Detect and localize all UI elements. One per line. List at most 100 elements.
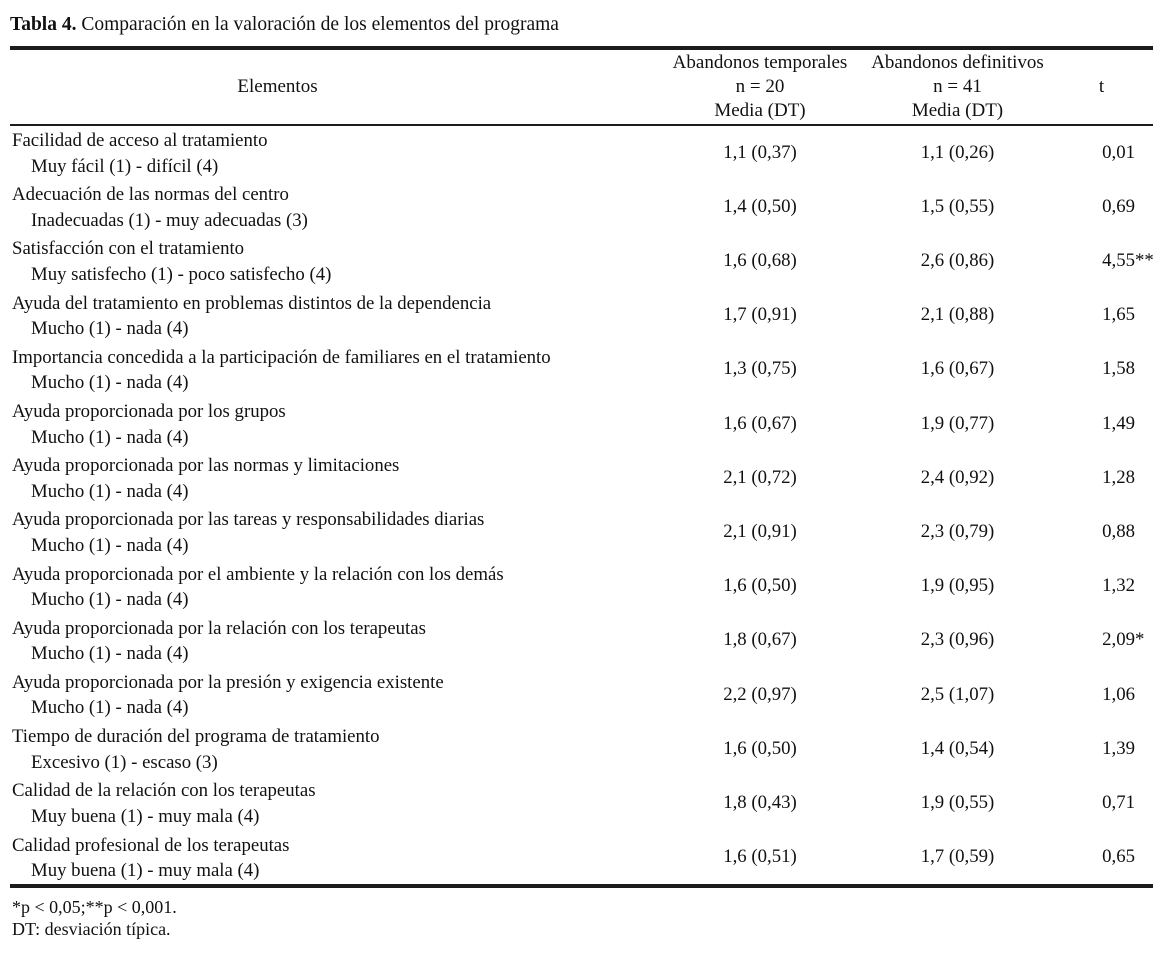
temporales-value: 1,1 (0,37): [723, 141, 797, 163]
element-name: Ayuda proporcionada por las normas y lim…: [12, 455, 400, 477]
element-name: Ayuda proporcionada por las tareas y res…: [12, 509, 485, 531]
element-label-cell: Ayuda proporcionada por las normas y lim…: [10, 451, 655, 505]
element-label-cell: Ayuda proporcionada por el ambiente y la…: [10, 559, 655, 613]
header-rule: [10, 124, 1153, 126]
definitivos-value: 2,4 (0,92): [920, 466, 995, 488]
table-row: Tiempo de duración del programa de trata…: [10, 722, 1153, 776]
t-significance-stars: *: [1135, 629, 1145, 651]
table-body: Facilidad de acceso al tratamiento Muy f…: [10, 126, 1154, 885]
t-value-cell: 1,58: [1050, 342, 1153, 396]
temporales-value: 1,6 (0,67): [723, 412, 797, 434]
element-name: Ayuda del tratamiento en problemas disti…: [12, 292, 492, 314]
element-scale: Muy satisfecho (1) - poco satisfecho (4): [31, 263, 332, 285]
t-value: 0,71: [1102, 791, 1135, 813]
table-row: Ayuda proporcionada por las tareas y res…: [10, 505, 1153, 559]
element-name: Ayuda proporcionada por los grupos: [12, 401, 286, 423]
element-name: Facilidad de acceso al tratamiento: [12, 130, 268, 152]
table-row: Importancia concedida a la participación…: [10, 342, 1153, 396]
definitivos-value: 1,4 (0,54): [920, 737, 995, 759]
t-value-cell: 1,65: [1050, 288, 1153, 342]
element-name: Calidad de la relación con los terapeuta…: [12, 780, 316, 802]
element-scale: Mucho (1) - nada (4): [31, 372, 189, 394]
temporales-value: 1,7 (0,91): [723, 304, 797, 326]
t-value: 1,65: [1102, 304, 1135, 326]
element-scale: Inadecuadas (1) - muy adecuadas (3): [31, 209, 308, 231]
footnote-significance: *p < 0,05;**p < 0,001.: [12, 897, 177, 918]
header-temporales-n: n = 20: [735, 76, 785, 97]
t-value-cell: 4,55 **: [1050, 234, 1154, 288]
header-elementos: Elementos: [237, 76, 318, 97]
header-definitivos-media: Media (DT): [911, 100, 1004, 121]
definitivos-value: 1,9 (0,77): [920, 412, 995, 434]
t-value: 1,32: [1102, 575, 1135, 597]
element-name: Tiempo de duración del programa de trata…: [12, 726, 380, 748]
temporales-value: 1,8 (0,67): [723, 629, 797, 651]
element-name: Importancia concedida a la participación…: [12, 346, 551, 368]
element-name: Ayuda proporcionada por la relación con …: [12, 617, 426, 639]
element-name: Calidad profesional de los terapeutas: [12, 834, 290, 856]
header-abandonos-definitivos: Abandonos definitivos n = 41 Media (DT): [865, 50, 1050, 124]
t-value: 1,58: [1102, 358, 1135, 380]
t-value: 1,06: [1102, 683, 1135, 705]
element-name: Satisfacción con el tratamiento: [12, 238, 245, 260]
table-row: Ayuda del tratamiento en problemas disti…: [10, 288, 1153, 342]
t-value-cell: 1,49: [1050, 397, 1153, 451]
element-name: Ayuda proporcionada por la presión y exi…: [12, 671, 444, 693]
definitivos-value: 2,5 (1,07): [920, 683, 995, 705]
temporales-value: 1,6 (0,50): [723, 737, 797, 759]
t-value-cell: 0,88: [1050, 505, 1153, 559]
element-label-cell: Ayuda proporcionada por las tareas y res…: [10, 505, 655, 559]
header-t-statistic: t: [1098, 76, 1105, 97]
header-abandonos-temporales: Abandonos temporales n = 20 Media (DT): [655, 50, 865, 124]
temporales-value: 1,6 (0,51): [723, 846, 797, 868]
t-significance-stars: **: [1135, 250, 1154, 272]
temporales-value: 1,4 (0,50): [723, 195, 797, 217]
element-label-cell: Ayuda del tratamiento en problemas disti…: [10, 288, 655, 342]
table-row: Facilidad de acceso al tratamiento Muy f…: [10, 126, 1153, 180]
temporales-value: 2,1 (0,91): [723, 521, 797, 542]
t-value: 0,69: [1102, 195, 1135, 217]
t-value: 0,65: [1102, 846, 1135, 868]
table-row: Adecuación de las normas del centro Inad…: [10, 180, 1153, 234]
definitivos-value: 1,1 (0,26): [920, 141, 995, 163]
element-scale: Mucho (1) - nada (4): [31, 697, 189, 719]
definitivos-value: 1,5 (0,55): [920, 195, 995, 217]
temporales-value: 1,3 (0,75): [723, 358, 797, 380]
t-value-cell: 1,06: [1050, 667, 1153, 721]
t-value-cell: 1,39: [1050, 722, 1153, 776]
table-row: Calidad de la relación con los terapeuta…: [10, 776, 1153, 830]
definitivos-value: 2,3 (0,79): [920, 521, 995, 542]
header-definitivos-n: n = 41: [933, 76, 982, 97]
definitivos-value: 1,6 (0,67): [920, 358, 995, 380]
element-scale: Excesivo (1) - escaso (3): [31, 751, 218, 773]
t-value-cell: 0,69: [1050, 180, 1153, 234]
t-value: 1,28: [1102, 466, 1135, 488]
t-value: 0,01: [1102, 141, 1135, 163]
t-value: 2,09: [1102, 629, 1135, 651]
element-label-cell: Ayuda proporcionada por la presión y exi…: [10, 667, 655, 721]
t-value: 1,49: [1102, 412, 1135, 434]
element-scale: Mucho (1) - nada (4): [31, 589, 189, 611]
header-definitivos-title: Abandonos definitivos: [871, 52, 1044, 73]
element-scale: Mucho (1) - nada (4): [31, 480, 189, 502]
definitivos-value: 2,6 (0,86): [920, 250, 995, 272]
t-value-cell: 1,28: [1050, 451, 1153, 505]
temporales-value: 1,6 (0,68): [723, 250, 797, 272]
element-label-cell: Facilidad de acceso al tratamiento Muy f…: [10, 126, 655, 180]
t-value-cell: 0,65: [1050, 830, 1153, 884]
temporales-value: 2,2 (0,97): [723, 683, 797, 705]
header-temporales-title: Abandonos temporales: [672, 52, 848, 73]
header-temporales-media: Media (DT): [714, 100, 806, 121]
table-row: Ayuda proporcionada por la relación con …: [10, 613, 1153, 667]
table-row: Ayuda proporcionada por las normas y lim…: [10, 451, 1153, 505]
top-rule: [10, 46, 1153, 50]
element-label-cell: Ayuda proporcionada por los grupos Mucho…: [10, 397, 655, 451]
element-scale: Mucho (1) - nada (4): [31, 643, 189, 665]
t-value-cell: 0,71: [1050, 776, 1153, 830]
table-row: Satisfacción con el tratamiento Muy sati…: [10, 234, 1154, 288]
table-caption: Comparación en la valoración de los elem…: [81, 14, 559, 35]
table-header: Elementos Abandonos temporales n = 20 Me…: [10, 50, 1153, 124]
definitivos-value: 1,7 (0,59): [920, 846, 995, 868]
element-label-cell: Ayuda proporcionada por la relación con …: [10, 613, 655, 667]
